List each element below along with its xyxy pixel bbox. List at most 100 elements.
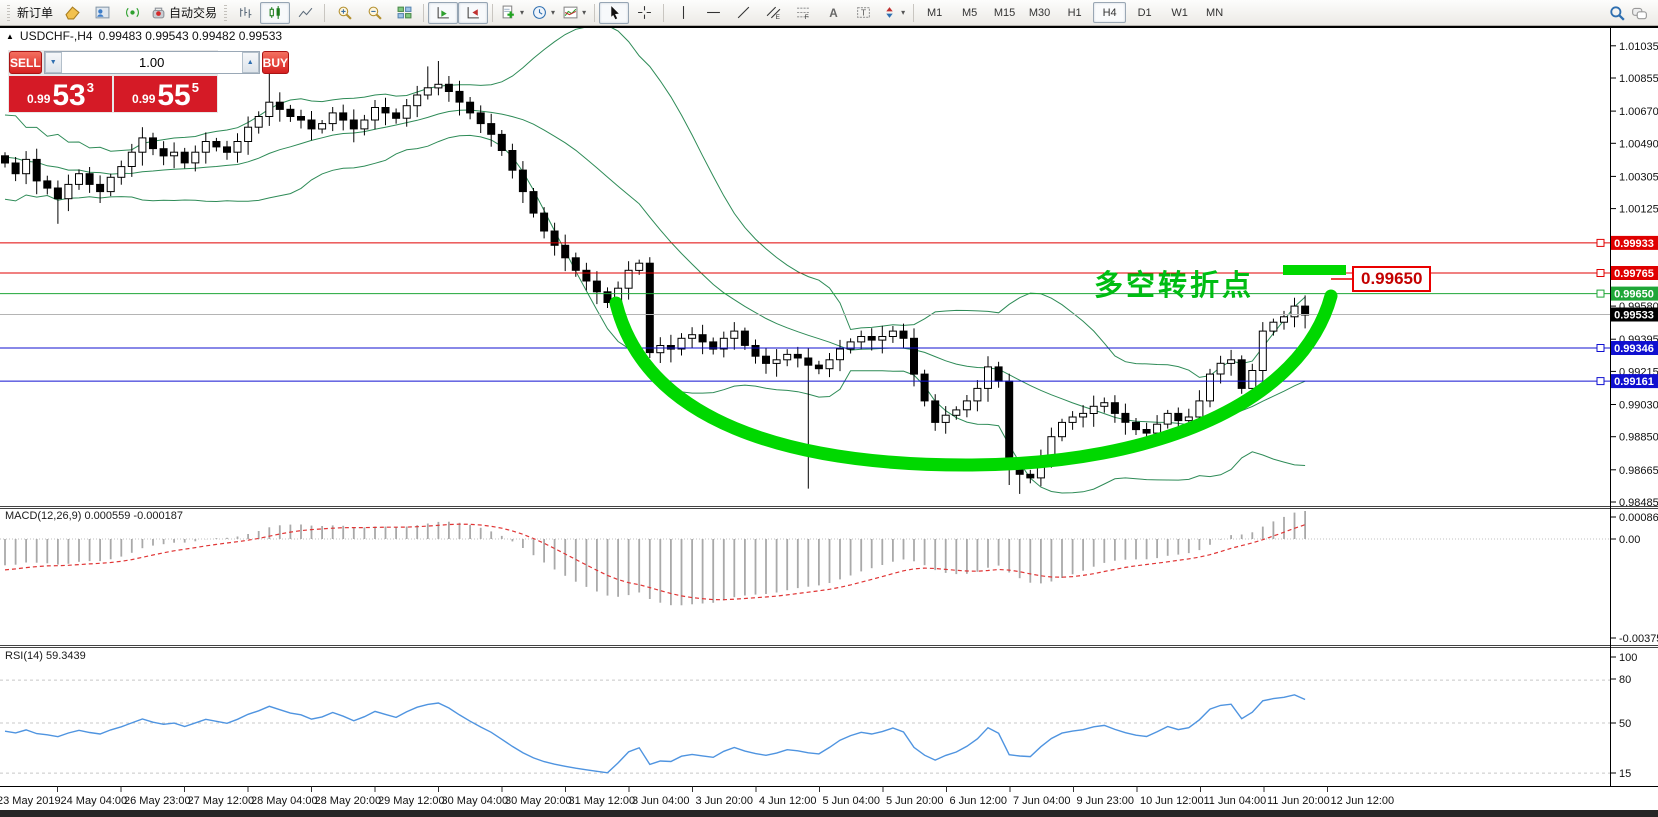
timeframe-m30-button[interactable]: M30 xyxy=(1028,6,1051,19)
price-annotation-box[interactable]: 0.99650 xyxy=(1352,266,1432,292)
toolbar-grip[interactable] xyxy=(7,4,10,21)
buy-price-display[interactable]: 0.99 55 5 xyxy=(114,76,217,112)
candle-body xyxy=(1089,405,1098,414)
timeframe-m15-button[interactable]: M15 xyxy=(993,6,1016,19)
candle-body xyxy=(254,116,263,128)
toolbar-right-group xyxy=(1609,5,1654,21)
axis-label: 15 xyxy=(1619,768,1631,780)
candle-body xyxy=(328,112,337,125)
volume-decrease-button[interactable]: ▼ xyxy=(44,52,62,73)
timeframe-m1-button[interactable]: M1 xyxy=(926,6,943,19)
line-anchor-square[interactable] xyxy=(1596,238,1605,247)
collapse-arrow-icon[interactable]: ▲ xyxy=(6,31,14,41)
volume-increase-button[interactable]: ▲ xyxy=(241,52,259,73)
candle-body xyxy=(973,387,982,402)
candle-body xyxy=(762,355,770,364)
chat-icon[interactable] xyxy=(1631,5,1648,21)
candle-body xyxy=(1227,359,1236,364)
turning-point-annotation[interactable]: 多空转折点 xyxy=(1094,270,1255,302)
indicators-button[interactable]: ▾ xyxy=(497,2,528,24)
candle-body xyxy=(540,212,549,232)
sell-price-display[interactable]: 0.99 53 3 xyxy=(9,76,112,112)
axis-label: 0.00 xyxy=(1619,534,1640,546)
svg-text:E: E xyxy=(775,14,779,20)
candle-body xyxy=(85,173,94,185)
axis-label: 0.98485 xyxy=(1619,497,1658,509)
chart-shift-button[interactable] xyxy=(458,1,489,24)
bar-chart-icon xyxy=(239,7,251,18)
toolbar-separator xyxy=(324,3,326,22)
new-order-button[interactable]: 新订单 xyxy=(13,2,57,24)
candle-body xyxy=(508,150,517,171)
fibonacci-button[interactable]: F xyxy=(788,2,818,24)
candle-body xyxy=(920,373,929,402)
line-anchor-square[interactable] xyxy=(1596,289,1605,298)
templates-button[interactable]: ▾ xyxy=(559,2,590,24)
candle-body xyxy=(550,230,559,246)
timeframe-h1-button[interactable]: H1 xyxy=(1067,6,1082,19)
eraser-button[interactable] xyxy=(57,2,87,24)
equidistant-channel-button[interactable]: E xyxy=(758,2,788,24)
chevron-down-icon: ▾ xyxy=(551,8,556,17)
signal-button[interactable] xyxy=(117,2,147,24)
candle-body xyxy=(244,126,253,142)
line-anchor-square[interactable] xyxy=(1596,377,1605,386)
autotrading-icon xyxy=(152,7,165,19)
cursor-icon xyxy=(610,6,619,20)
timeframe-m5-button[interactable]: M5 xyxy=(961,6,978,19)
line-chart-button[interactable] xyxy=(290,2,320,24)
equidistant-channel-icon: E xyxy=(766,6,780,20)
candle-body xyxy=(888,330,897,338)
crosshair-icon xyxy=(637,6,651,19)
charts-profile-button[interactable] xyxy=(87,2,117,24)
text-label-button[interactable]: T xyxy=(848,2,878,24)
arrows-button[interactable]: ▾ xyxy=(878,2,909,24)
rounding-bottom-arc-annotation[interactable] xyxy=(609,289,1338,472)
toolbar-grip[interactable] xyxy=(224,4,228,21)
tile-windows-button[interactable] xyxy=(389,2,419,24)
periods-button[interactable]: ▾ xyxy=(528,2,559,24)
axis-label: 100 xyxy=(1619,652,1637,664)
candle-body xyxy=(127,151,136,167)
timeframe-d1-button[interactable]: D1 xyxy=(1137,6,1152,19)
sell-price-big: 53 xyxy=(52,79,86,112)
candle-body xyxy=(434,83,443,89)
timeframe-mn-button[interactable]: MN xyxy=(1206,6,1224,19)
timeframe-toolbar: M1 M5 M15 M30 H1 H4 D1 W1 MN xyxy=(918,2,1231,23)
candle-body xyxy=(487,123,496,135)
vertical-line-button[interactable] xyxy=(668,2,698,24)
cursor-button[interactable] xyxy=(599,1,630,24)
search-icon[interactable] xyxy=(1609,5,1625,21)
sell-button[interactable]: SELL xyxy=(9,51,42,74)
candle-body xyxy=(1132,421,1140,431)
trendline-icon xyxy=(737,6,749,19)
candle-body xyxy=(518,169,527,193)
candle-body xyxy=(64,183,73,200)
indicators-icon xyxy=(502,5,514,19)
candle-body xyxy=(22,158,31,175)
candle-body xyxy=(688,334,697,339)
chart-title-bar: ▲ USDCHF-,H4 0.99483 0.99543 0.99482 0.9… xyxy=(6,29,282,43)
signal-icon xyxy=(125,7,139,18)
level-highlight-bar-annotation[interactable] xyxy=(1283,265,1346,275)
zoom-out-button[interactable] xyxy=(359,2,389,24)
volume-control: ▼ ▲ xyxy=(43,51,260,74)
volume-input[interactable] xyxy=(61,52,242,73)
horizontal-line-button[interactable] xyxy=(698,2,728,24)
zoom-in-button[interactable] xyxy=(329,2,359,24)
line-anchor-square[interactable] xyxy=(1596,344,1605,352)
auto-scroll-button[interactable] xyxy=(428,1,459,24)
text-button[interactable]: A xyxy=(818,2,848,24)
buy-button[interactable]: BUY xyxy=(261,51,290,74)
timeframe-w1-button[interactable]: W1 xyxy=(1171,6,1188,19)
candle-body xyxy=(656,345,665,354)
trendline-button[interactable] xyxy=(728,2,758,24)
timeframe-h4-button[interactable]: H4 xyxy=(1093,2,1127,23)
autotrading-button[interactable]: 自动交易 xyxy=(147,2,221,24)
candlestick-chart-button[interactable] xyxy=(260,1,291,24)
crosshair-button[interactable] xyxy=(629,2,659,24)
toolbar-separator xyxy=(423,3,425,22)
bar-chart-button[interactable] xyxy=(230,2,260,24)
line-anchor-square[interactable] xyxy=(1596,269,1605,277)
